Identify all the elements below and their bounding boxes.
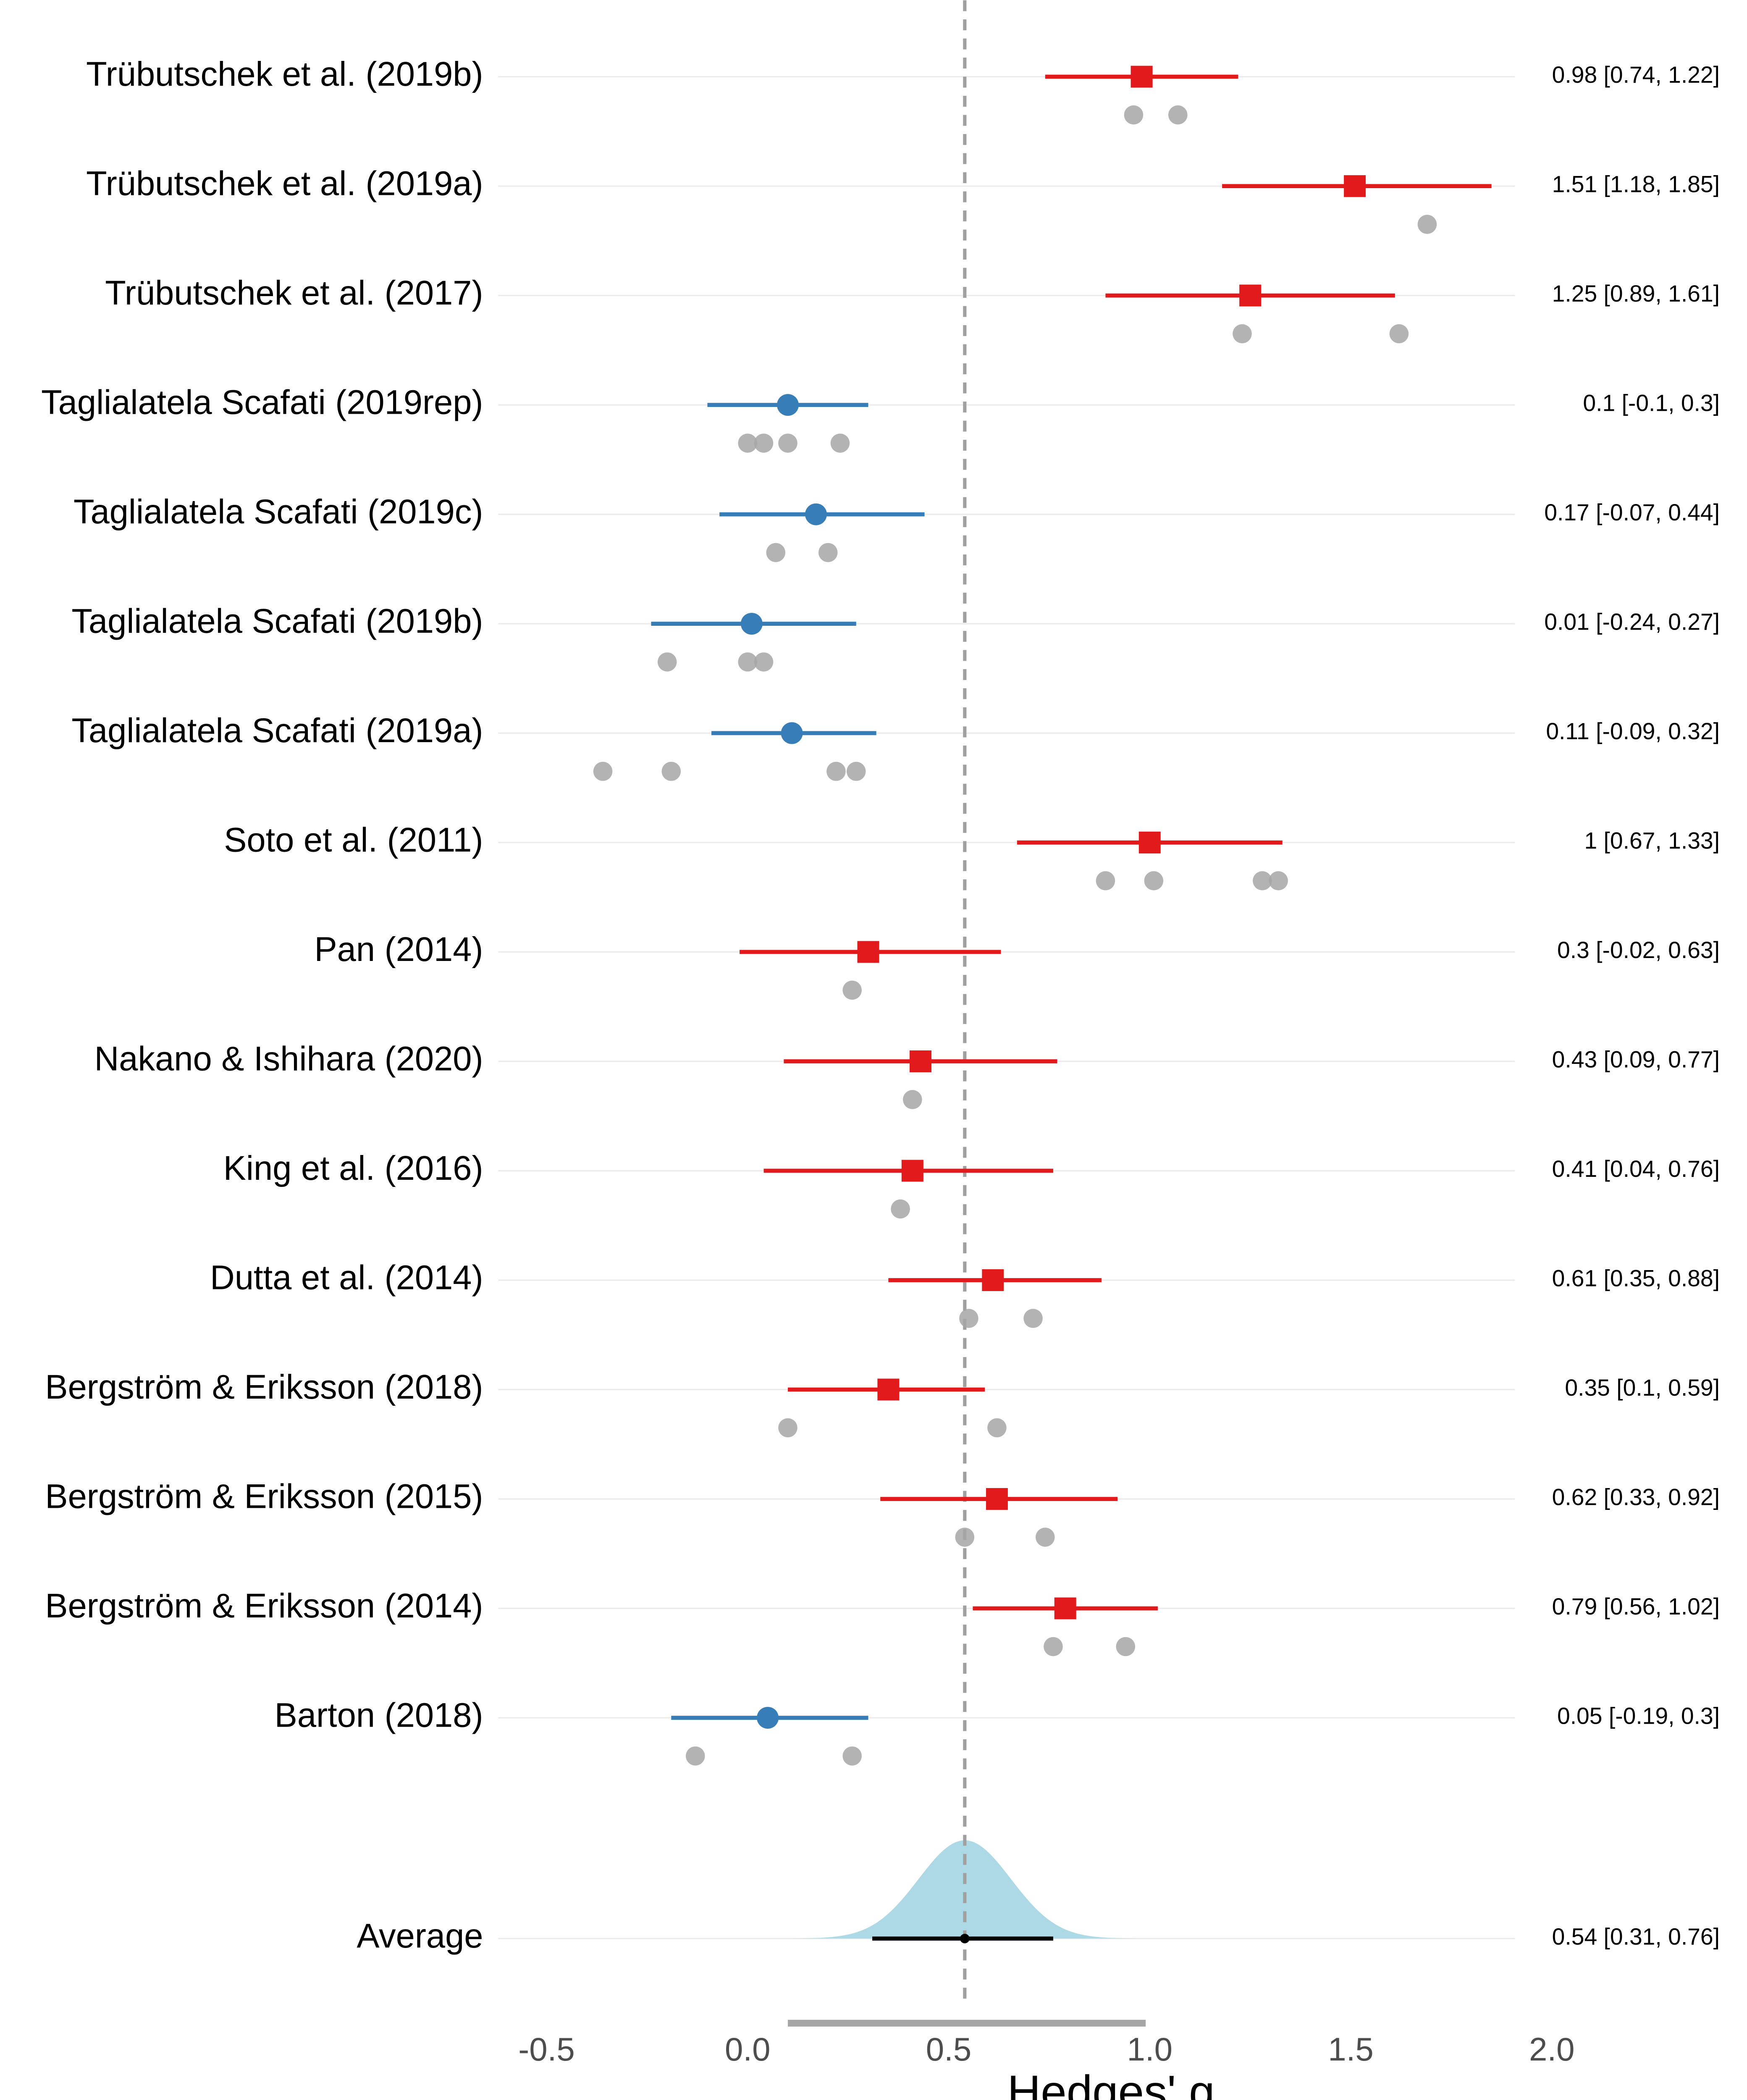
x-tick-label: 0.5 bbox=[926, 2031, 971, 2068]
study-label: Average bbox=[357, 1917, 483, 1955]
grid-layer bbox=[498, 76, 1515, 1940]
study-label: Barton (2018) bbox=[275, 1696, 483, 1734]
estimate-label: 0.54 [0.31, 0.76] bbox=[1552, 1924, 1720, 1950]
estimate-label: 0.17 [-0.07, 0.44] bbox=[1544, 499, 1720, 525]
study-label: King et al. (2016) bbox=[223, 1149, 483, 1187]
estimate-point bbox=[1344, 175, 1366, 197]
observation-point bbox=[1269, 871, 1288, 890]
observation-point bbox=[818, 543, 838, 562]
estimate-point bbox=[1054, 1597, 1076, 1620]
observation-point bbox=[738, 433, 757, 453]
study-label: Taglialatela Scafati (2019c) bbox=[73, 493, 483, 531]
observation-point bbox=[903, 1090, 922, 1109]
study-label: Taglialatela Scafati (2019rep) bbox=[41, 383, 483, 422]
study-label: Bergström & Eriksson (2018) bbox=[45, 1368, 483, 1406]
x-tick-label: 2.0 bbox=[1529, 2031, 1574, 2068]
study-label: Taglialatela Scafati (2019b) bbox=[71, 602, 483, 640]
study-label: Bergström & Eriksson (2015) bbox=[45, 1477, 483, 1515]
estimate-label: 1.51 [1.18, 1.85] bbox=[1552, 171, 1720, 197]
observation-point bbox=[778, 433, 797, 453]
observation-point bbox=[1144, 871, 1164, 890]
observation-point bbox=[987, 1418, 1007, 1438]
estimate-label: 0.11 [-0.09, 0.32] bbox=[1546, 718, 1720, 744]
observation-point bbox=[1389, 324, 1409, 344]
study-label: Trübutschek et al. (2019a) bbox=[86, 165, 483, 203]
observation-point bbox=[661, 761, 681, 781]
observation-point bbox=[826, 761, 846, 781]
observation-point bbox=[1036, 1528, 1055, 1547]
estimate-point bbox=[740, 613, 763, 635]
observation-point bbox=[891, 1199, 910, 1219]
observation-point bbox=[1044, 1637, 1063, 1656]
observation-point bbox=[754, 433, 774, 453]
estimate-point bbox=[757, 1706, 779, 1729]
estimate-point bbox=[960, 1934, 970, 1943]
observation-point bbox=[686, 1746, 705, 1766]
estimate-label: 0.1 [-0.1, 0.3] bbox=[1583, 390, 1720, 416]
estimate-label: 0.05 [-0.19, 0.3] bbox=[1557, 1703, 1720, 1729]
observation-point bbox=[754, 652, 774, 672]
observation-point bbox=[766, 543, 786, 562]
estimate-label: 0.3 [-0.02, 0.63] bbox=[1557, 937, 1720, 963]
estimate-label: 0.01 [-0.24, 0.27] bbox=[1544, 609, 1720, 635]
estimate-point bbox=[805, 503, 827, 525]
observation-point bbox=[842, 1746, 862, 1766]
observation-point bbox=[593, 761, 613, 781]
estimate-label: 0.41 [0.04, 0.76] bbox=[1552, 1156, 1720, 1182]
observation-point bbox=[842, 980, 862, 1000]
observation-point bbox=[1096, 871, 1115, 890]
study-label: Soto et al. (2011) bbox=[224, 821, 483, 859]
x-axis-title: Hedges' g bbox=[1007, 2066, 1215, 2100]
estimate-label: 0.62 [0.33, 0.92] bbox=[1552, 1484, 1720, 1510]
x-tick-label: -0.5 bbox=[518, 2031, 574, 2068]
observation-point bbox=[658, 652, 677, 672]
observation-point bbox=[1124, 105, 1144, 125]
estimate-label: 1 [0.67, 1.33] bbox=[1584, 828, 1720, 854]
estimate-label: 0.35 [0.1, 0.59] bbox=[1565, 1375, 1720, 1401]
estimate-point bbox=[777, 394, 799, 416]
text-layer: Trübutschek et al. (2019b) 0.98 [0.74, 1.… bbox=[41, 55, 1720, 2068]
observation-point bbox=[778, 1418, 797, 1438]
study-label: Pan (2014) bbox=[314, 930, 483, 969]
observation-point bbox=[1168, 105, 1188, 125]
marks-layer bbox=[593, 66, 1492, 2027]
observation-point bbox=[738, 652, 757, 672]
estimate-point bbox=[982, 1269, 1004, 1291]
study-label: Dutta et al. (2014) bbox=[210, 1258, 483, 1297]
estimate-point bbox=[1239, 284, 1262, 307]
study-label: Bergström & Eriksson (2014) bbox=[45, 1587, 483, 1625]
x-tick-label: 1.5 bbox=[1328, 2031, 1373, 2068]
x-tick-label: 1.0 bbox=[1127, 2031, 1173, 2068]
estimate-point bbox=[909, 1050, 931, 1073]
observation-point bbox=[959, 1309, 978, 1328]
study-label: Nakano & Ishihara (2020) bbox=[94, 1040, 483, 1078]
study-label: Trübutschek et al. (2019b) bbox=[86, 55, 483, 93]
density-curve bbox=[780, 1840, 1149, 1939]
estimate-label: 0.79 [0.56, 1.02] bbox=[1552, 1593, 1720, 1620]
observation-point bbox=[1116, 1637, 1136, 1656]
observation-point bbox=[1417, 215, 1437, 234]
estimate-point bbox=[1138, 832, 1161, 854]
estimate-label: 1.25 [0.89, 1.61] bbox=[1552, 281, 1720, 307]
observation-point bbox=[1253, 871, 1272, 890]
estimate-point bbox=[877, 1378, 900, 1401]
observation-point bbox=[1023, 1309, 1043, 1328]
estimate-point bbox=[781, 722, 803, 744]
estimate-point bbox=[986, 1488, 1008, 1510]
estimate-label: 0.43 [0.09, 0.77] bbox=[1552, 1047, 1720, 1073]
density-layer bbox=[780, 1840, 1149, 1939]
observation-point bbox=[955, 1528, 975, 1547]
x-tick-label: 0.0 bbox=[725, 2031, 770, 2068]
observation-point bbox=[1233, 324, 1252, 344]
estimate-point bbox=[857, 941, 879, 963]
study-label: Taglialatela Scafati (2019a) bbox=[71, 711, 483, 750]
estimate-point bbox=[901, 1160, 923, 1182]
observation-point bbox=[830, 433, 850, 453]
estimate-point bbox=[1131, 66, 1153, 88]
observation-point bbox=[847, 761, 866, 781]
study-label: Trübutschek et al. (2017) bbox=[105, 274, 483, 312]
estimate-label: 0.98 [0.74, 1.22] bbox=[1552, 62, 1720, 88]
estimate-label: 0.61 [0.35, 0.88] bbox=[1552, 1265, 1720, 1292]
